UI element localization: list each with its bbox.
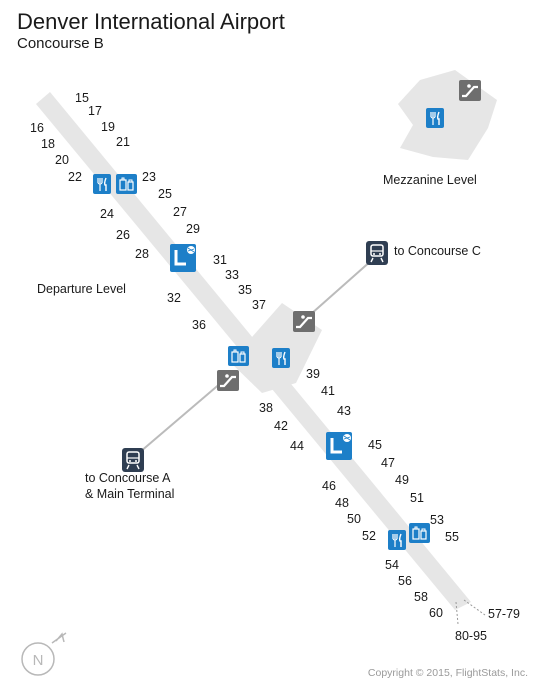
gate-label: 39	[306, 367, 320, 381]
lounge-icon	[326, 432, 352, 460]
gate-label: 22	[68, 170, 82, 184]
restaurant-icon	[426, 108, 444, 128]
gate-label: 55	[445, 530, 459, 544]
gate-label: 41	[321, 384, 335, 398]
main-terminal-label: & Main Terminal	[85, 487, 175, 501]
gate-label: 26	[116, 228, 130, 242]
gate-label: 24	[100, 207, 114, 221]
gate-label: 28	[135, 247, 149, 261]
gate-label: 19	[101, 120, 115, 134]
gate-label: 56	[398, 574, 412, 588]
gate-label: 27	[173, 205, 187, 219]
compass-icon: N	[21, 632, 67, 676]
gate-label: 46	[322, 479, 336, 493]
gate-label: 58	[414, 590, 428, 604]
gate-label: 20	[55, 153, 69, 167]
gate-label: 17	[88, 104, 102, 118]
gate-label: 29	[186, 222, 200, 236]
gate-label: 48	[335, 496, 349, 510]
map-subtitle: Concourse B	[17, 35, 104, 52]
restaurant-icon	[93, 174, 111, 194]
gate-label: 37	[252, 298, 266, 312]
restaurant-icon	[388, 530, 406, 550]
map-title: Denver International Airport	[17, 9, 285, 34]
connector-to-concourse-a	[139, 381, 223, 453]
gate-label: 21	[116, 135, 130, 149]
shop-icon	[116, 174, 137, 194]
gate-label: 25	[158, 187, 172, 201]
gate-label: 42	[274, 419, 288, 433]
gate-label: 45	[368, 438, 382, 452]
gate-label: 52	[362, 529, 376, 543]
gate-label: 44	[290, 439, 304, 453]
mezzanine-level-label: Mezzanine Level	[383, 173, 477, 187]
gate-label: 36	[192, 318, 206, 332]
gate-label: 32	[167, 291, 181, 305]
escalator-icon	[459, 80, 481, 101]
escalator-icon	[293, 311, 315, 332]
train-icon	[366, 241, 388, 265]
lounge-icon	[170, 244, 196, 272]
escalator-icon	[217, 370, 239, 391]
copyright-text: Copyright © 2015, FlightStats, Inc.	[367, 667, 528, 679]
gates-80-95-label: 80-95	[455, 629, 487, 643]
compass-letter: N	[33, 652, 44, 669]
gate-label: 47	[381, 456, 395, 470]
train-icon	[122, 448, 144, 472]
gate-label: 35	[238, 283, 252, 297]
gate-label: 16	[30, 121, 44, 135]
restaurant-icon	[272, 348, 290, 368]
gate-label: 38	[259, 401, 273, 415]
gates-57-79-label: 57-79	[488, 607, 520, 621]
shop-icon	[409, 523, 430, 543]
gate-label: 50	[347, 512, 361, 526]
gate-label: 54	[385, 558, 399, 572]
to-concourse-c-label: to Concourse C	[394, 244, 481, 258]
gate-label: 18	[41, 137, 55, 151]
gate-label: 60	[429, 606, 443, 620]
gate-label: 51	[410, 491, 424, 505]
gate-label: 15	[75, 91, 89, 105]
gate-label: 43	[337, 404, 351, 418]
gate-label: 53	[430, 513, 444, 527]
to-concourse-a-label: to Concourse A	[85, 471, 171, 485]
shop-icon	[228, 346, 249, 366]
gate-label: 49	[395, 473, 409, 487]
gate-label: 23	[142, 170, 156, 184]
departure-level-label: Departure Level	[37, 282, 126, 296]
gate-label: 31	[213, 253, 227, 267]
mezzanine-floor	[398, 70, 497, 160]
gate-label: 33	[225, 268, 239, 282]
